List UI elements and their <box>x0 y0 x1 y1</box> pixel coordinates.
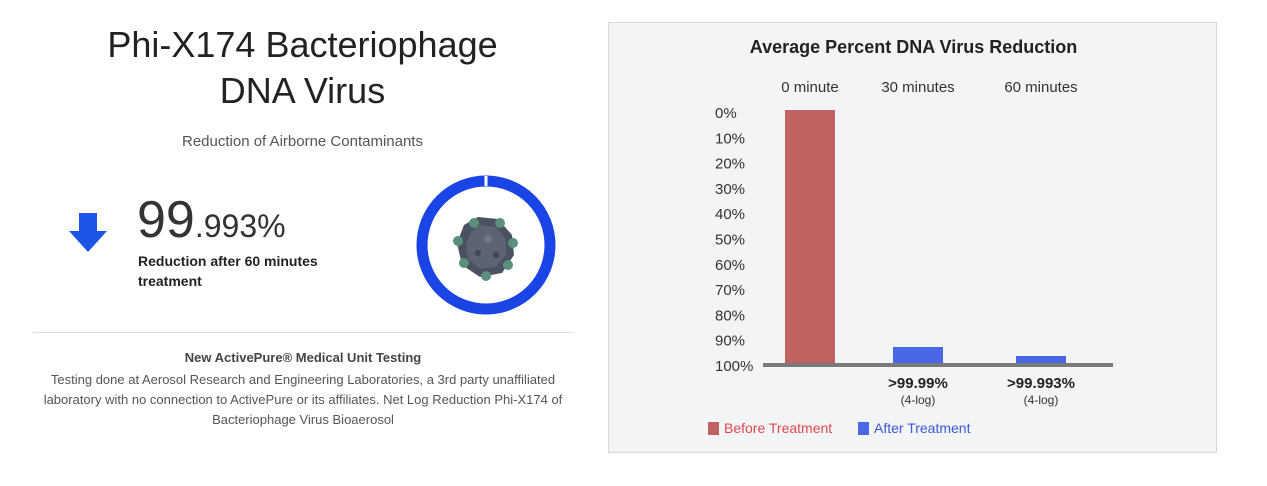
bar-value-label: >99.993% <box>1007 375 1075 392</box>
virus-icon <box>453 217 518 281</box>
chart-panel: Average Percent DNA Virus Reduction 0 mi… <box>608 22 1217 453</box>
title-line-2: DNA Virus <box>219 70 386 111</box>
down-arrow-icon <box>69 213 107 252</box>
reduction-stat: 99.993% <box>137 190 286 250</box>
legend-swatch-before <box>708 422 719 435</box>
legend-label-before: Before Treatment <box>724 420 833 436</box>
category-label: 30 minutes <box>881 79 954 96</box>
stat-caption: Reduction after 60 minutes treatment <box>138 253 318 289</box>
legend-item-after: After Treatment <box>858 420 970 436</box>
legend-swatch-after <box>858 422 869 435</box>
x-axis-baseline <box>763 363 1113 367</box>
y-tick-label: 100% <box>715 358 753 375</box>
page-title: Phi-X174 Bacteriophage DNA Virus <box>0 22 605 114</box>
y-tick-label: 10% <box>715 130 745 147</box>
legend-item-before: Before Treatment <box>708 420 832 436</box>
bar <box>893 347 943 363</box>
subtitle: Reduction of Airborne Contaminants <box>182 133 423 150</box>
stat-integer: 99 <box>137 191 195 249</box>
note-title: New ActivePure® Medical Unit Testing <box>184 350 422 365</box>
bar <box>785 110 835 363</box>
y-tick-label: 50% <box>715 232 745 249</box>
y-tick-label: 80% <box>715 307 745 324</box>
y-tick-label: 20% <box>715 156 745 173</box>
y-tick-label: 90% <box>715 333 745 350</box>
bar-sublabel: (4-log) <box>1024 393 1059 407</box>
title-line-1: Phi-X174 Bacteriophage <box>107 24 498 65</box>
bar-chart: 0 minute 30 minutes 60 minutes 0% 10% 20% 30% 4… <box>715 79 1113 407</box>
legend-label-after: After Treatment <box>874 420 971 436</box>
y-tick-label: 70% <box>715 282 745 299</box>
chart-title: Average Percent DNA Virus Reduction <box>749 37 1078 57</box>
y-tick-label: 0% <box>715 105 737 122</box>
bar-value-label: >99.99% <box>888 375 948 392</box>
note-body: Testing done at Aerosol Research and Eng… <box>43 372 563 427</box>
y-tick-label: 40% <box>715 206 745 223</box>
stat-decimal: .993% <box>194 208 286 244</box>
category-label: 0 minute <box>781 79 839 96</box>
bar-sublabel: (4-log) <box>901 393 936 407</box>
virus-ring <box>416 175 556 315</box>
bar <box>1016 356 1066 363</box>
info-panel: Phi-X174 Bacteriophage DNA Virus Reducti… <box>0 0 605 486</box>
divider <box>33 332 573 333</box>
category-label: 60 minutes <box>1004 79 1077 96</box>
y-tick-label: 30% <box>715 181 745 198</box>
y-tick-label: 60% <box>715 257 745 274</box>
